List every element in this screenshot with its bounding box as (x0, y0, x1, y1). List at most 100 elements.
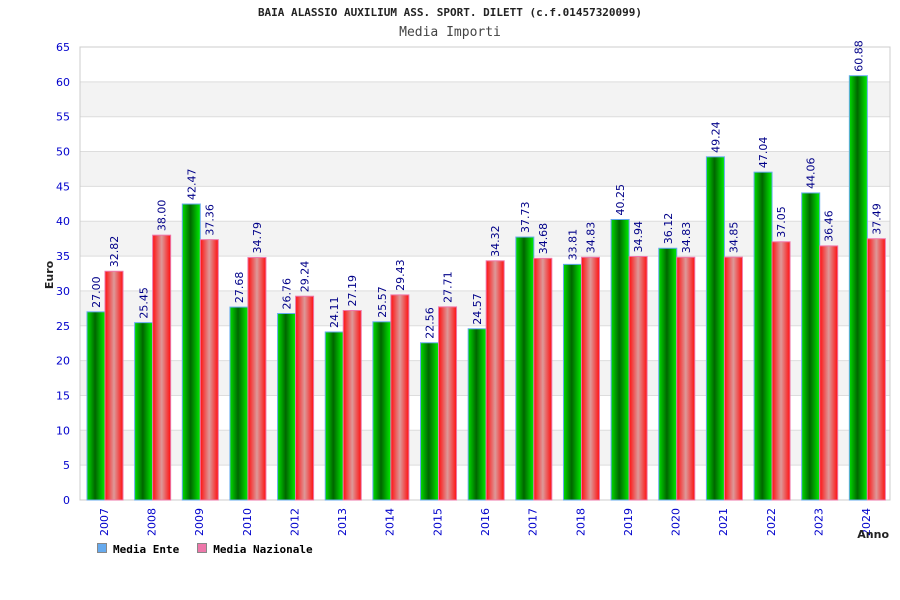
y-tick-label: 15 (56, 389, 70, 402)
x-tick-label: 2015 (431, 508, 444, 536)
y-tick-label: 45 (56, 180, 70, 193)
data-label: 40.25 (614, 184, 627, 216)
data-label: 37.49 (870, 203, 883, 235)
x-tick-label: 2018 (574, 508, 587, 536)
x-tick-label: 2007 (98, 508, 111, 536)
data-label: 37.73 (519, 202, 532, 234)
y-tick-label: 55 (56, 111, 70, 124)
data-label: 37.05 (775, 206, 788, 238)
bar-media-ente (848, 75, 868, 501)
x-tick-label: 2014 (384, 508, 397, 536)
data-label: 38.00 (156, 200, 169, 232)
data-label: 25.45 (138, 287, 151, 319)
legend-swatch (97, 543, 107, 553)
y-tick-label: 0 (63, 494, 70, 507)
data-label: 60.88 (852, 40, 865, 72)
bar-media-nazionale (628, 255, 648, 501)
legend-item-ente: Media Ente (97, 543, 179, 556)
x-axis-label: Anno (857, 528, 889, 541)
bar-media-nazionale (295, 295, 315, 501)
bar-media-ente (181, 203, 201, 501)
data-label: 34.32 (489, 225, 502, 257)
bar-media-nazionale (342, 310, 362, 501)
chart-subtitle: Media Importi (399, 25, 501, 40)
bar-media-nazionale (866, 238, 886, 501)
data-label: 24.57 (471, 293, 484, 325)
data-label: 47.04 (757, 137, 770, 169)
data-label: 36.12 (662, 213, 675, 245)
bar-media-ente (801, 192, 821, 501)
y-axis-label: Euro (43, 260, 56, 289)
data-label: 34.79 (251, 222, 264, 254)
data-label: 27.00 (90, 276, 103, 308)
bar-media-ente (277, 313, 297, 501)
data-label: 36.46 (823, 210, 836, 242)
legend-swatch (197, 543, 208, 553)
bar-media-ente (515, 236, 535, 501)
data-label: 33.81 (566, 229, 579, 261)
bar-media-nazionale (199, 239, 219, 501)
bar-media-ente (705, 156, 725, 501)
y-tick-label: 65 (56, 41, 70, 54)
data-label: 34.68 (537, 223, 550, 255)
bar-media-nazionale (580, 256, 600, 501)
x-tick-label: 2021 (717, 508, 730, 536)
x-tick-label: 2023 (813, 508, 826, 536)
x-tick-label: 2010 (241, 508, 254, 536)
bar-media-nazionale (485, 260, 505, 501)
bar-media-ente (562, 263, 582, 501)
data-label: 32.82 (108, 236, 121, 268)
bar-media-ente (753, 171, 773, 501)
x-tick-label: 2019 (622, 508, 635, 536)
bar-media-ente (86, 311, 106, 501)
bar-media-ente (658, 247, 678, 501)
y-tick-label: 60 (56, 76, 70, 89)
bar-media-ente (610, 218, 630, 501)
data-label: 29.43 (394, 259, 407, 291)
data-label: 27.19 (346, 275, 359, 307)
bar-media-nazionale (533, 257, 553, 501)
data-label: 29.24 (299, 261, 312, 293)
y-tick-label: 40 (56, 215, 70, 228)
legend: Media Ente Media Nazionale (97, 543, 313, 556)
data-label: 34.83 (584, 222, 597, 254)
data-label: 37.36 (203, 204, 216, 236)
bar-media-nazionale (771, 241, 791, 501)
bar-media-nazionale (676, 256, 696, 501)
grid-band (80, 81, 890, 117)
bar-media-ente (420, 342, 440, 501)
bar-media-ente (324, 331, 344, 501)
data-label: 34.94 (632, 221, 645, 253)
legend-label: Media Ente (113, 543, 180, 556)
data-label: 27.68 (233, 272, 246, 304)
bar-media-ente (134, 322, 154, 501)
legend-item-nazionale: Media Nazionale (197, 543, 313, 556)
data-label: 34.85 (727, 222, 740, 254)
x-tick-label: 2022 (765, 508, 778, 536)
x-tick-label: 2020 (670, 508, 683, 536)
y-tick-label: 35 (56, 250, 70, 263)
bar-media-nazionale (247, 257, 267, 501)
bar-media-nazionale (104, 270, 124, 501)
legend-label: Media Nazionale (213, 543, 313, 556)
data-label: 22.56 (424, 307, 437, 339)
bar-media-nazionale (152, 234, 172, 501)
y-tick-label: 10 (56, 424, 70, 437)
x-tick-label: 2016 (479, 508, 492, 536)
chart-title: BAIA ALASSIO AUXILIUM ASS. SPORT. DILETT… (257, 6, 643, 19)
x-tick-label: 2024 (860, 508, 873, 536)
data-label: 25.57 (376, 286, 389, 318)
data-label: 34.83 (680, 222, 693, 254)
x-tick-label: 2009 (193, 508, 206, 536)
data-label: 26.76 (281, 278, 294, 310)
bar-media-ente (467, 328, 487, 501)
y-tick-label: 50 (56, 146, 70, 159)
bar-media-nazionale (438, 306, 458, 501)
x-tick-label: 2008 (145, 508, 158, 536)
y-tick-label: 30 (56, 285, 70, 298)
y-tick-label: 20 (56, 355, 70, 368)
data-label: 49.24 (709, 121, 722, 153)
y-tick-label: 25 (56, 320, 70, 333)
